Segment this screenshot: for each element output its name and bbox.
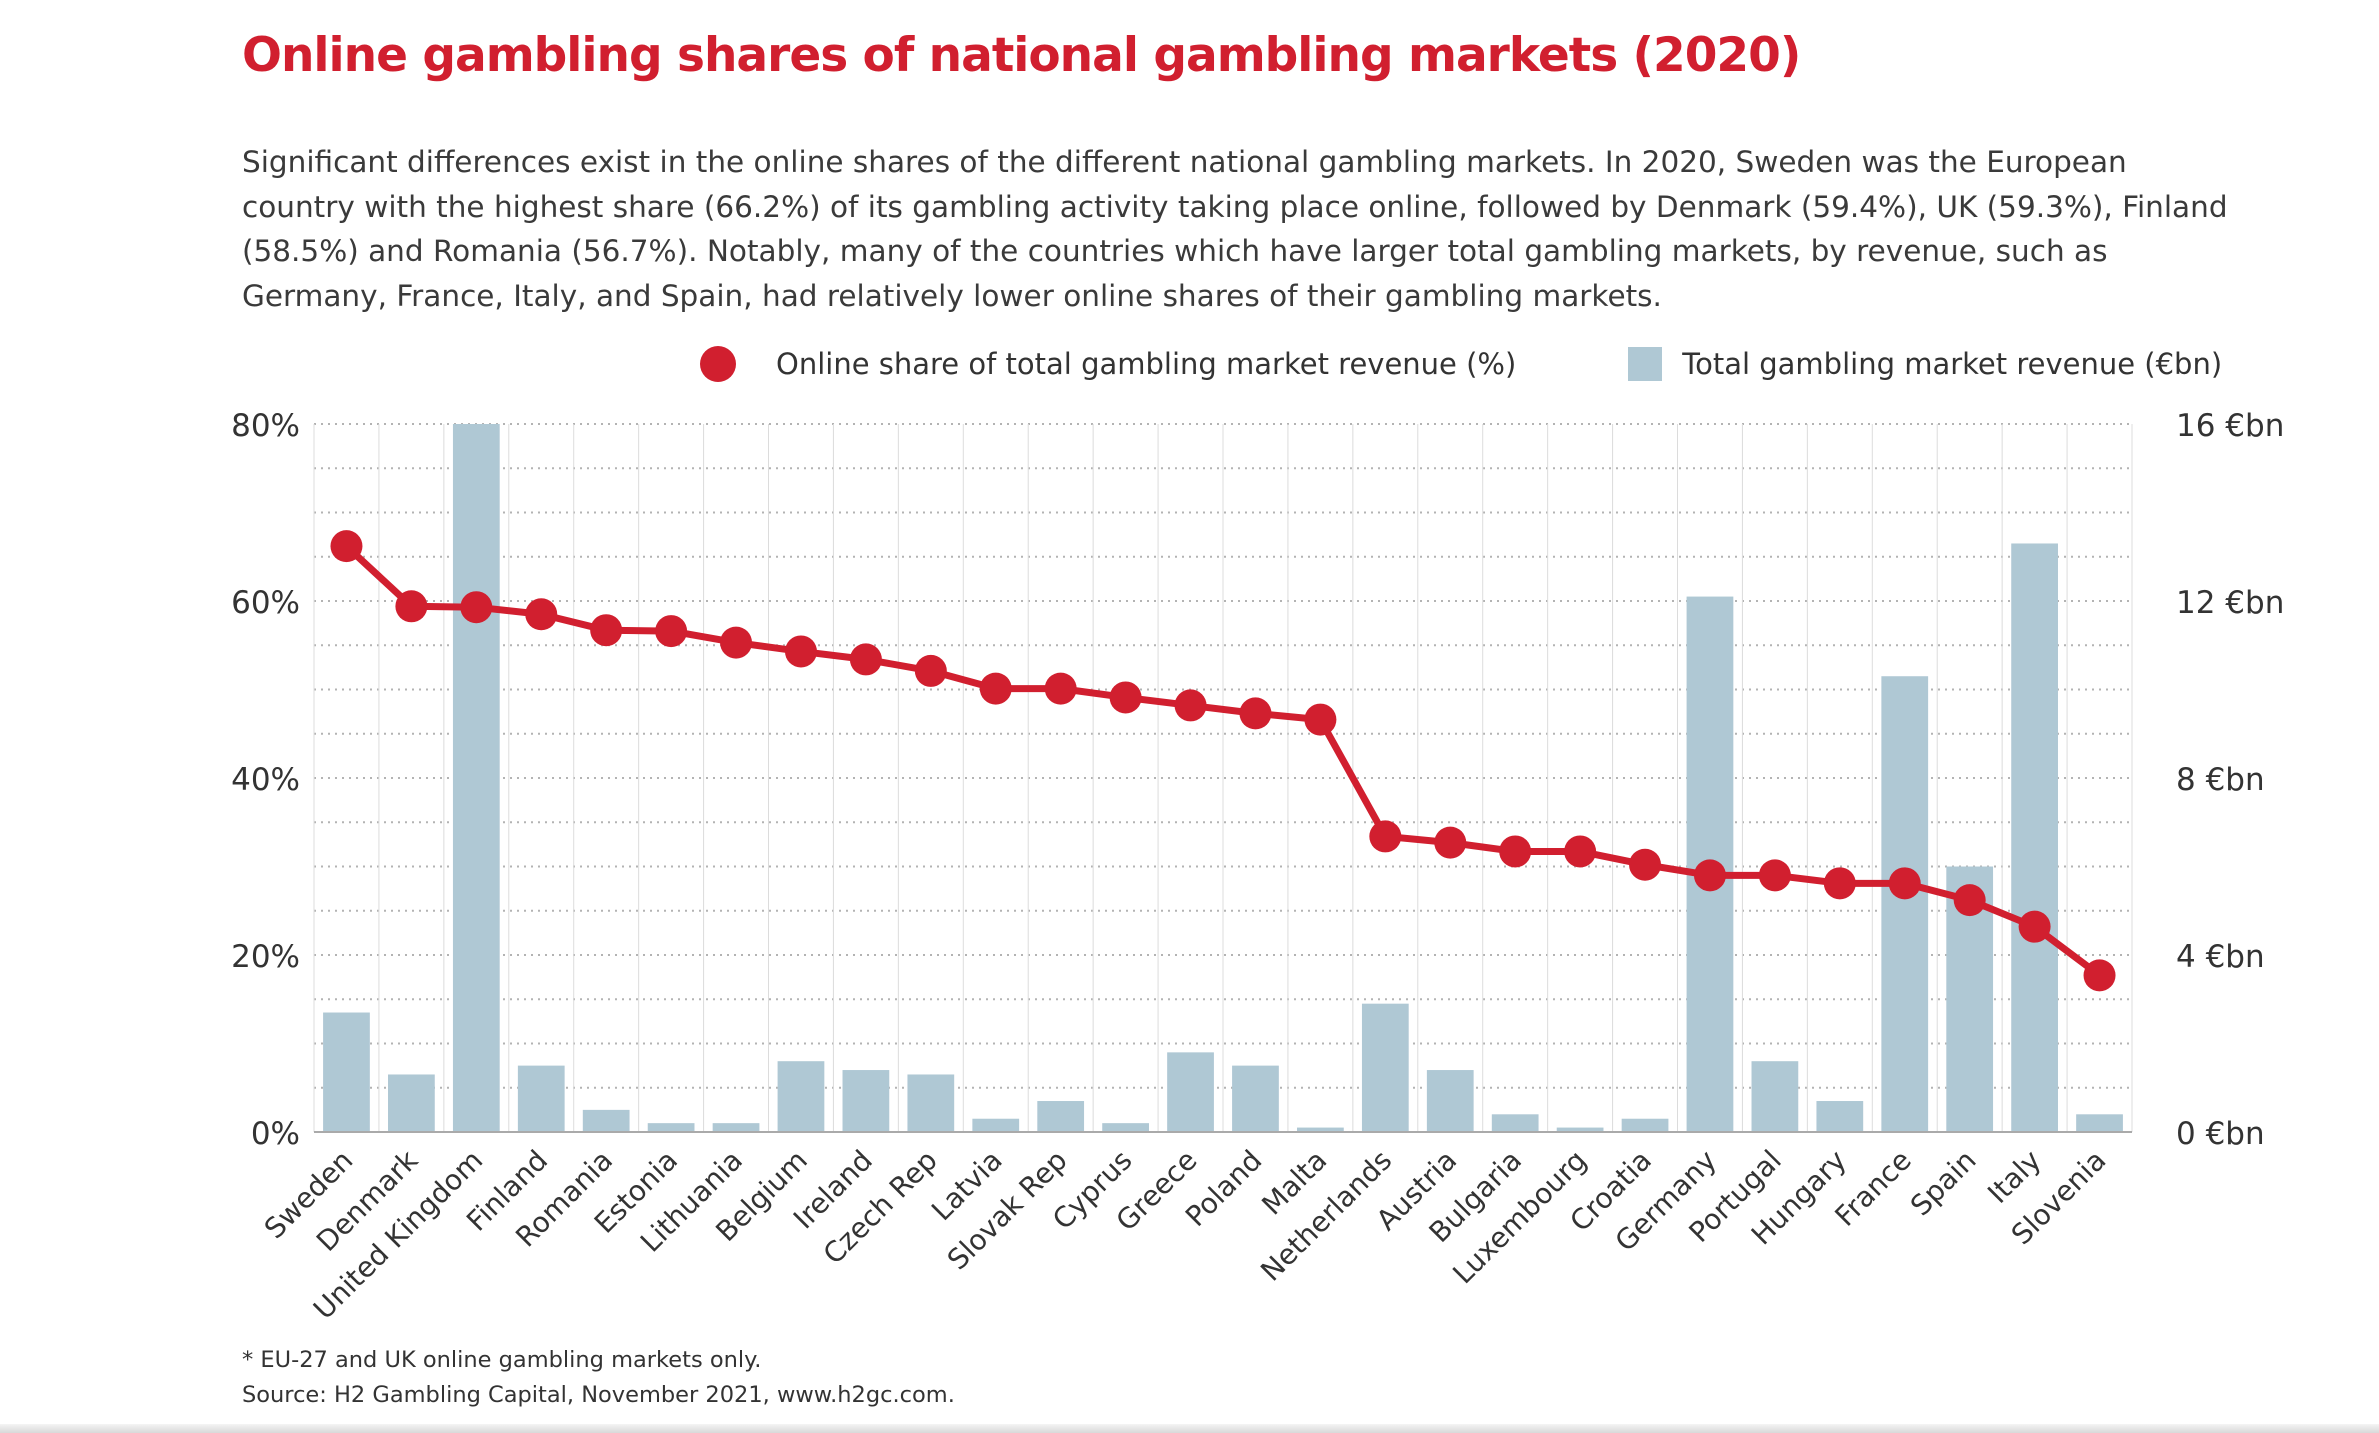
point-france — [1888, 867, 1921, 900]
chart-title: Online gambling shares of national gambl… — [242, 28, 1801, 83]
point-bulgaria — [1499, 835, 1532, 868]
bar-luxembourg — [1556, 1127, 1604, 1132]
point-slovak-rep — [1044, 672, 1077, 705]
point-germany — [1693, 859, 1726, 892]
bar-latvia — [972, 1118, 1020, 1132]
source-note: Source: H2 Gambling Capital, November 20… — [242, 1382, 955, 1408]
bar-hungary — [1816, 1101, 1864, 1132]
online-share-line — [344, 543, 2102, 979]
bar-czech-rep — [907, 1074, 955, 1132]
legend-bar-swatch — [1628, 347, 1663, 381]
y-right-tick-label: 0 €bn — [2176, 1116, 2265, 1152]
bar-lithuania — [712, 1123, 760, 1132]
bar-denmark — [388, 1074, 435, 1132]
bar-austria — [1426, 1070, 1474, 1132]
point-lithuania — [720, 626, 753, 659]
bar-sweden — [323, 1012, 370, 1132]
point-austria — [1434, 826, 1467, 859]
point-slovenia — [2083, 959, 2116, 992]
chart-legend: Online share of total gambling market re… — [700, 342, 2222, 386]
bar-bulgaria — [1491, 1114, 1539, 1132]
point-croatia — [1629, 848, 1662, 881]
y-left-tick-label: 80% — [231, 408, 300, 444]
point-luxembourg — [1564, 835, 1597, 868]
bar-portugal — [1751, 1061, 1799, 1132]
bottom-bar — [0, 1424, 2379, 1433]
chart-description: Significant differences exist in the onl… — [242, 145, 2228, 313]
point-malta — [1304, 703, 1337, 736]
bar-united-kingdom — [452, 424, 500, 1132]
point-ireland — [849, 643, 882, 676]
y-right-tick-label: 8 €bn — [2176, 762, 2265, 798]
point-latvia — [979, 672, 1012, 705]
bar-malta — [1297, 1127, 1344, 1132]
y-left-tick-label: 20% — [231, 939, 300, 975]
point-sweden — [330, 530, 363, 563]
bar-france — [1881, 676, 1929, 1132]
point-finland — [525, 598, 558, 631]
point-greece — [1174, 689, 1207, 722]
point-romania — [590, 614, 623, 647]
x-tick-label: Spain — [1904, 1144, 1983, 1223]
bar-finland — [517, 1065, 565, 1132]
point-poland — [1239, 697, 1272, 730]
point-portugal — [1758, 859, 1791, 892]
point-italy — [2018, 910, 2051, 943]
legend-line-label: Online share of total gambling market re… — [776, 347, 1517, 381]
point-czech-rep — [914, 654, 947, 687]
bar-italy — [2011, 543, 2058, 1132]
bar-belgium — [777, 1061, 825, 1132]
y-right-tick-label: 12 €bn — [2176, 585, 2284, 621]
bar-cyprus — [1102, 1123, 1149, 1132]
point-netherlands — [1369, 820, 1402, 853]
bar-slovak-rep — [1037, 1101, 1085, 1132]
point-united-kingdom — [460, 591, 493, 624]
point-belgium — [784, 635, 817, 668]
point-spain — [1953, 884, 1986, 917]
bar-romania — [582, 1109, 630, 1132]
bar-greece — [1167, 1052, 1214, 1132]
bars-layer — [323, 424, 2123, 1132]
point-estonia — [655, 615, 688, 648]
point-denmark — [395, 590, 428, 623]
bar-ireland — [842, 1070, 890, 1132]
legend-line-marker — [700, 346, 736, 382]
legend-bar-label: Total gambling market revenue (€bn) — [1682, 347, 2223, 381]
bar-netherlands — [1361, 1003, 1409, 1132]
y-left-tick-label: 60% — [231, 585, 300, 621]
y-left-tick-label: 40% — [231, 762, 300, 798]
bar-poland — [1232, 1065, 1279, 1132]
y-right-tick-label: 4 €bn — [2176, 939, 2265, 975]
bar-slovenia — [2076, 1114, 2123, 1132]
bar-croatia — [1621, 1118, 1669, 1132]
y-left-tick-label: 0% — [251, 1116, 300, 1152]
grid-layer — [313, 423, 2133, 1132]
point-hungary — [1823, 867, 1856, 900]
bar-estonia — [647, 1123, 695, 1132]
point-cyprus — [1109, 681, 1142, 714]
footnote: * EU-27 and UK online gambling markets o… — [242, 1347, 762, 1373]
line-layer — [330, 530, 2116, 992]
y-right-tick-label: 16 €bn — [2176, 408, 2284, 444]
